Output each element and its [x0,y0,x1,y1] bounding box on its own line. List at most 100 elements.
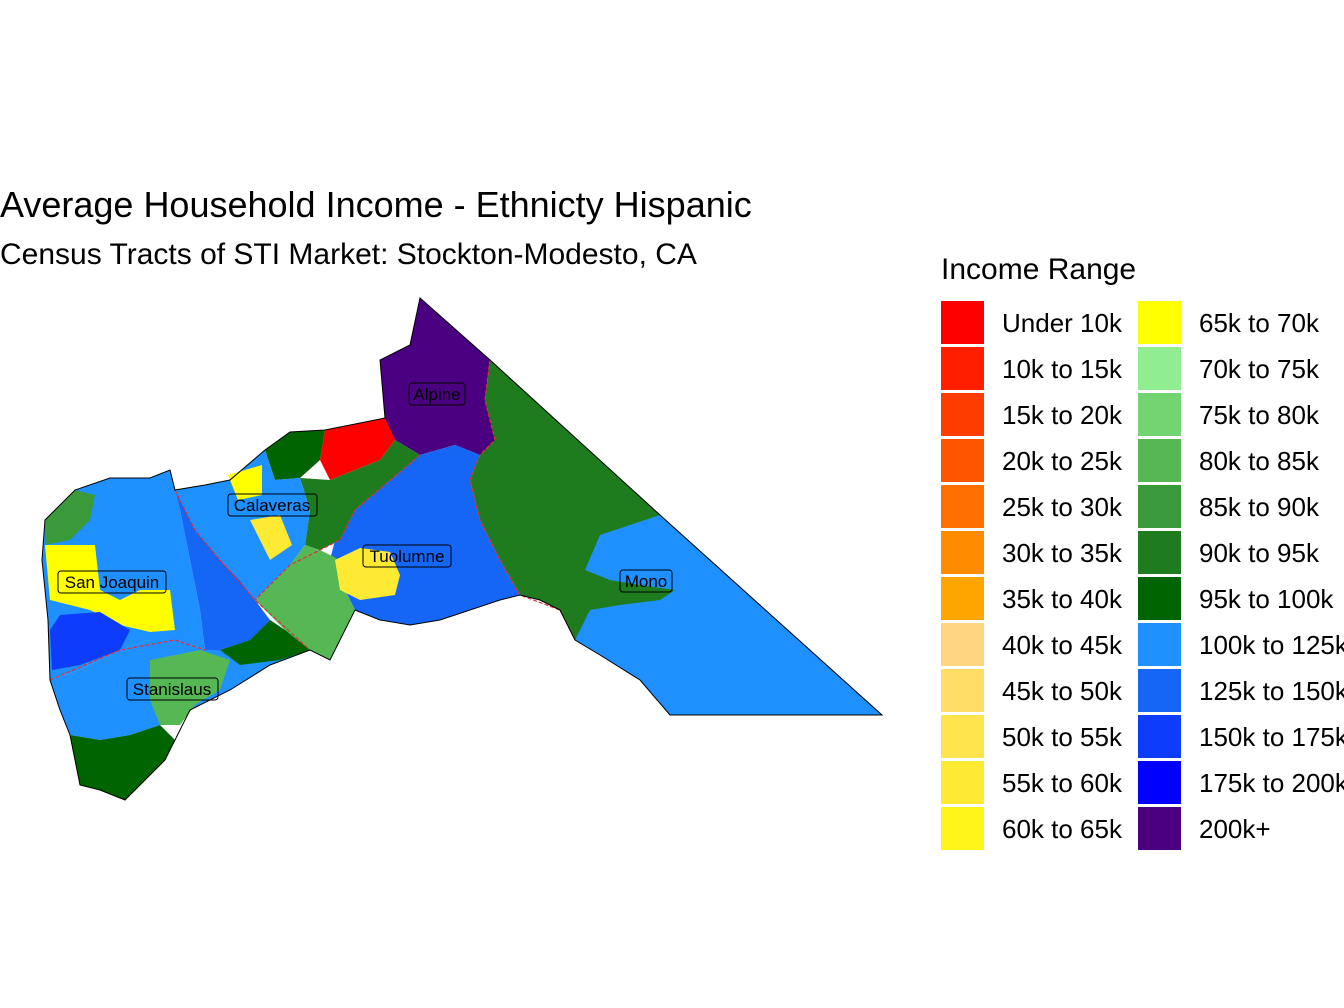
market-outline [41,297,884,801]
legend-item: 25k to 30k [941,485,1151,531]
legend-swatch [1138,761,1181,804]
legend-item: 60k to 65k [941,807,1151,853]
legend-label: 85k to 90k [1199,492,1319,522]
legend-item: 20k to 25k [941,439,1151,485]
legend-swatch [941,715,984,758]
legend-item: 40k to 45k [941,623,1151,669]
legend-label: 175k to 200k [1199,768,1344,798]
legend-swatch [1138,485,1181,528]
region-dark-green-north [265,430,325,480]
legend-swatch [1138,623,1181,666]
legend-item: 75k to 80k [1138,393,1344,439]
legend-item: 200k+ [1138,807,1344,853]
region-stanislaus-dark-green-east [220,620,310,665]
map-title: Average Household Income - Ethnicty Hisp… [0,184,752,225]
legend-swatch [941,347,984,390]
legend-label: 60k to 65k [1002,814,1122,844]
legend-label: 100k to 125k [1199,630,1344,660]
legend-label: 10k to 15k [1002,354,1122,384]
region-south-dark-green [70,725,175,800]
legend-swatch [941,439,984,482]
legend-label: 15k to 20k [1002,400,1122,430]
legend-swatch [941,669,984,712]
legend-label: Under 10k [1002,308,1122,338]
region-san-joaquin-dark-blue [50,612,130,670]
legend-swatch [941,807,984,850]
legend-label: 50k to 55k [1002,722,1122,752]
boundary-calaveras-tuolumne [254,454,421,601]
legend-label: 65k to 70k [1199,308,1319,338]
region-red-tract [320,418,395,480]
region-mono-green [470,360,675,640]
legend-item: 10k to 15k [941,347,1151,393]
region-green-band [300,440,420,550]
legend-swatch [1138,347,1181,390]
region-tuolumne-yellow [335,548,400,600]
county-boundaries [49,359,576,681]
legend-swatch [941,531,984,574]
county-label-san-joaquin: San Joaquin [57,570,167,594]
legend-item: 45k to 50k [941,669,1151,715]
legend-label: 20k to 25k [1002,446,1122,476]
legend-item: 85k to 90k [1138,485,1344,531]
legend-item: 30k to 35k [941,531,1151,577]
legend-swatch [941,577,984,620]
svg-text:Stanislaus: Stanislaus [133,680,211,699]
legend-title: Income Range [941,253,1137,286]
legend-label: 35k to 40k [1002,584,1122,614]
svg-text:Mono: Mono [625,572,668,591]
legend-swatch [941,393,984,436]
legend-label: 200k+ [1199,814,1271,844]
legend-item: 35k to 40k [941,577,1151,623]
legend-swatch [1138,807,1181,850]
legend-swatch [1138,669,1181,712]
legend-item: 95k to 100k [1138,577,1344,623]
boundary-alpine-mono [469,359,576,641]
legend-column-2: 65k to 70k 70k to 75k 75k to 80k 80k to 85k… [1138,301,1344,853]
legend-item: 70k to 75k [1138,347,1344,393]
legend-swatch [1138,301,1181,344]
legend-swatch [941,485,984,528]
legend-item: Under 10k [941,301,1151,347]
legend-item: 125k to 150k [1138,669,1344,715]
region-sj-green-north [45,490,95,545]
legend-item: 80k to 85k [1138,439,1344,485]
county-label-stanislaus: Stanislaus [126,677,219,701]
region-calaveras-yellow [228,465,262,500]
legend-item: 150k to 175k [1138,715,1344,761]
county-label-mono: Mono [619,569,673,593]
legend-item: 55k to 60k [941,761,1151,807]
region-calaveras [175,450,310,600]
svg-text:Tuolumne: Tuolumne [370,547,445,566]
legend-label: 55k to 60k [1002,768,1122,798]
legend-swatch [941,761,984,804]
legend-swatch [1138,715,1181,758]
legend-item: 50k to 55k [941,715,1151,761]
legend-label: 30k to 35k [1002,538,1122,568]
svg-text:Calaveras: Calaveras [234,496,311,515]
legend-swatch [941,623,984,666]
county-label-tuolumne: Tuolumne [362,544,452,568]
legend-label: 45k to 50k [1002,676,1122,706]
county-label-alpine: Alpine [408,382,466,406]
legend-item: 100k to 125k [1138,623,1344,669]
svg-text:San Joaquin: San Joaquin [65,573,160,592]
legend-swatch [1138,393,1181,436]
county-label-calaveras: Calaveras [227,493,318,517]
region-stanislaus-green [150,650,230,725]
region-calaveras-yellow-2 [250,515,292,560]
legend-label: 150k to 175k [1199,722,1344,752]
legend-swatch [1138,531,1181,574]
legend-label: 90k to 95k [1199,538,1319,568]
legend-label: 80k to 85k [1199,446,1319,476]
legend-label: 75k to 80k [1199,400,1319,430]
legend-swatch [1138,577,1181,620]
legend-item: 90k to 95k [1138,531,1344,577]
region-alpine [380,298,495,455]
legend-swatch [941,301,984,344]
legend-label: 25k to 30k [1002,492,1122,522]
boundary-sanjoaquin-stanislaus [49,639,206,681]
region-sj-east-blue [175,490,270,650]
legend-column-1: Under 10k 10k to 15k 15k to 20k 20k to 25k 2… [941,301,1151,853]
census-tract-map: Alpine Calaveras Tuolumne San Joaquin Mo… [41,297,884,801]
